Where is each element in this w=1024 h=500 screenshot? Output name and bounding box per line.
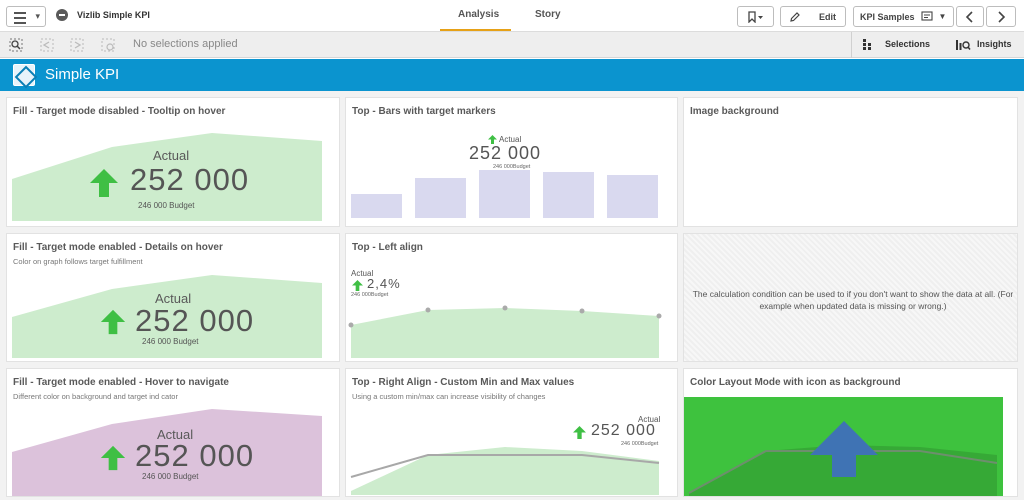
area-chart xyxy=(350,447,660,495)
kpi-label: Actual xyxy=(499,135,522,144)
menu-icon xyxy=(14,12,26,27)
chevron-down-icon: ▼ xyxy=(938,12,947,21)
card-title: Top - Bars with target markers xyxy=(352,106,496,117)
kpi-label: Actual xyxy=(153,148,190,163)
kpi-value: 252 000 xyxy=(591,422,656,439)
kpi-budget: 246 000Budget xyxy=(493,164,531,170)
arrow-up-icon xyxy=(100,445,126,471)
selections-icon[interactable] xyxy=(862,38,874,51)
kpi-card-image-background[interactable]: Image background xyxy=(683,97,1018,227)
clear-selections-icon[interactable] xyxy=(101,38,115,52)
card-title: Color Layout Mode with icon as backgroun… xyxy=(690,377,901,388)
kpi-budget: 246 000 Budget xyxy=(138,201,195,210)
kpi-budget: 246 000Budget xyxy=(621,441,659,447)
selections-button[interactable]: Selections xyxy=(885,39,931,49)
arrow-up-icon xyxy=(90,169,118,197)
arrow-up-icon xyxy=(573,426,586,439)
kpi-value: 252 000 xyxy=(135,438,255,473)
active-tab-indicator xyxy=(440,29,511,31)
kpi-label: Actual xyxy=(157,427,194,442)
kpi-card-fill-navigate[interactable]: Fill - Target mode enabled - Hover to na… xyxy=(6,368,340,497)
kpi-card-right-align[interactable]: Top - Right Align - Custom Min and Max v… xyxy=(345,368,678,497)
previous-sheet-button[interactable] xyxy=(956,6,984,27)
area-chart xyxy=(12,409,322,496)
selections-bar: No selections applied Selections Insight… xyxy=(0,32,1024,58)
area-chart xyxy=(348,305,662,358)
kpi-card-calculation-condition[interactable]: The calculation condition can be used to… xyxy=(683,233,1018,362)
arrow-up-icon xyxy=(810,421,878,477)
sheet-header: Simple KPI xyxy=(0,59,1024,91)
kpi-card-fill-details[interactable]: Fill - Target mode enabled - Details on … xyxy=(6,233,340,362)
chevron-right-icon xyxy=(998,10,1006,23)
edit-icon xyxy=(790,11,800,22)
kpi-label: Actual xyxy=(638,415,661,424)
kpi-value: 252 000 xyxy=(135,303,255,338)
insights-icon[interactable] xyxy=(955,38,971,51)
kpi-value: 252 000 xyxy=(469,143,542,163)
app-logo-icon xyxy=(56,9,68,21)
tab-analysis[interactable]: Analysis xyxy=(458,9,500,20)
kpi-card-bars-target[interactable]: Top - Bars with target markers Actual 25… xyxy=(345,97,678,227)
bookmark-icon xyxy=(747,10,763,23)
arrow-up-icon xyxy=(488,135,497,144)
card-title: Fill - Target mode disabled - Tooltip on… xyxy=(13,106,226,117)
smart-search-icon[interactable] xyxy=(9,38,23,52)
card-title: Fill - Target mode enabled - Hover to na… xyxy=(13,377,229,388)
card-title: Top - Right Align - Custom Min and Max v… xyxy=(352,377,575,388)
color-layout-background xyxy=(684,397,1003,496)
kpi-budget: 246 000Budget xyxy=(351,292,389,298)
kpi-card-color-layout[interactable]: Color Layout Mode with icon as backgroun… xyxy=(683,368,1018,497)
sheet-selector-label: KPI Samples xyxy=(860,11,915,22)
arrow-up-icon xyxy=(100,309,126,335)
kpi-budget: 246 000 Budget xyxy=(142,337,199,346)
bookmarks-button[interactable] xyxy=(737,6,774,27)
arrow-up-icon xyxy=(352,280,363,291)
insights-button[interactable]: Insights xyxy=(977,39,1012,49)
card-subtitle: Using a custom min/max can increase visi… xyxy=(352,392,546,401)
area-chart xyxy=(12,275,322,358)
kpi-label: Actual xyxy=(351,269,374,278)
kpi-value: 2,4% xyxy=(367,276,401,291)
chevron-down-icon: ▾ xyxy=(35,11,40,21)
sheet-icon xyxy=(920,11,933,21)
chevron-left-icon xyxy=(965,10,973,23)
kpi-card-left-align[interactable]: Top - Left align Actual 2,4% 246 000Budg… xyxy=(345,233,678,362)
kpi-budget: 246 000 Budget xyxy=(142,472,199,481)
next-sheet-button[interactable] xyxy=(986,6,1016,27)
top-bar: ▾ Vizlib Simple KPI Analysis Story Edit … xyxy=(0,0,1024,32)
kpi-card-fill-tooltip[interactable]: Fill - Target mode disabled - Tooltip on… xyxy=(6,97,340,227)
card-subtitle: Different color on background and target… xyxy=(13,392,178,401)
sheet-thumbnail-icon xyxy=(13,64,35,86)
global-menu-button[interactable]: ▾ xyxy=(6,6,46,27)
card-title: Top - Left align xyxy=(352,242,423,253)
calculation-condition-message: The calculation condition can be used to… xyxy=(692,289,1014,311)
sheet-title: Simple KPI xyxy=(45,66,120,83)
step-forward-icon[interactable] xyxy=(70,38,84,52)
kpi-label: Actual xyxy=(155,291,192,306)
card-title: Fill - Target mode enabled - Details on … xyxy=(13,242,223,253)
card-subtitle: Color on graph follows target fulfillmen… xyxy=(13,257,143,266)
selection-status: No selections applied xyxy=(133,38,238,50)
kpi-value: 252 000 xyxy=(130,162,250,197)
tab-story[interactable]: Story xyxy=(535,9,561,20)
edit-button[interactable]: Edit xyxy=(780,6,846,27)
edit-label: Edit xyxy=(819,11,836,22)
bar-chart xyxy=(351,170,658,218)
area-chart xyxy=(12,133,322,221)
divider xyxy=(851,32,852,58)
sheet-selector-button[interactable]: KPI Samples ▼ xyxy=(853,6,954,27)
step-back-icon[interactable] xyxy=(40,38,54,52)
card-title: Image background xyxy=(690,106,779,117)
app-title: Vizlib Simple KPI xyxy=(77,10,150,20)
